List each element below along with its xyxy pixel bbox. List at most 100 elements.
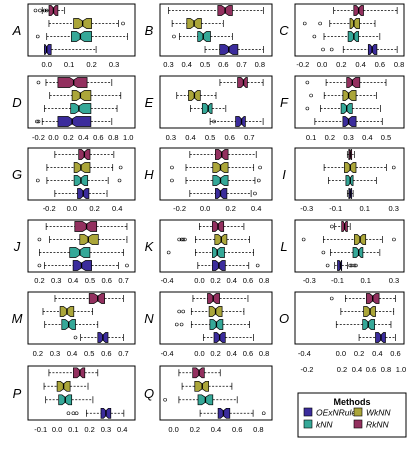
tick-label: 0.0 xyxy=(41,60,51,69)
panel-frame xyxy=(159,147,273,201)
box-wknn xyxy=(302,18,376,29)
tick-label: 0.1 xyxy=(64,60,74,69)
tick-label: -0.2 xyxy=(43,204,56,213)
box-rknn xyxy=(36,77,113,88)
panel-a: A 0.0 0.1 0.2 0.3 xyxy=(12,3,136,69)
notched-box xyxy=(74,221,98,232)
box-oexnrule xyxy=(314,116,383,127)
box-knn xyxy=(36,175,122,186)
notched-box xyxy=(197,31,211,42)
tick-label: -0.4 xyxy=(161,276,174,285)
notched-box xyxy=(212,247,225,258)
box-wknn xyxy=(49,90,122,101)
outlier-point xyxy=(74,411,79,416)
outlier-point xyxy=(172,34,176,39)
box-rknn xyxy=(54,149,115,160)
outlier-point xyxy=(42,8,47,13)
outlier-point xyxy=(309,93,313,98)
outlier-point xyxy=(391,165,396,170)
tick-label: 0.4 xyxy=(362,133,372,142)
outlier-point xyxy=(330,224,334,229)
panel-label: N xyxy=(144,311,154,326)
outlier-point xyxy=(305,80,310,85)
box-knn xyxy=(166,247,254,258)
tick-label: 0.1 xyxy=(68,425,78,434)
tick-label: 0.1 xyxy=(306,133,316,142)
box-knn xyxy=(174,319,250,330)
outlier-point xyxy=(117,178,122,183)
tick-label: 0.6 xyxy=(243,276,253,285)
box-oexnrule xyxy=(73,332,124,343)
box-rknn xyxy=(219,77,264,88)
tick-label: 0.2 xyxy=(86,60,96,69)
notched-box xyxy=(342,90,357,101)
box-knn xyxy=(170,175,261,186)
notched-box xyxy=(235,116,246,127)
outlier-point xyxy=(352,263,357,268)
box-rknn xyxy=(192,293,249,304)
outlier-point xyxy=(66,411,71,416)
tick-label: 0.0 xyxy=(200,204,210,213)
box-wknn xyxy=(46,162,123,173)
tick-label: 0.4 xyxy=(67,349,77,358)
tick-label: 0.6 xyxy=(375,60,385,69)
box-knn xyxy=(335,319,392,330)
legend-title: Methods xyxy=(334,397,371,407)
panel-label: J xyxy=(13,239,21,254)
notched-box xyxy=(73,367,86,379)
tick-label: 0.2 xyxy=(210,276,220,285)
panel-frame xyxy=(294,3,405,57)
box-rknn xyxy=(346,149,355,160)
legend-frame xyxy=(297,392,407,438)
outlier-point xyxy=(348,263,353,268)
panel-o: O -0.4 0.0 0.2 0.4 0.6 xyxy=(279,291,405,358)
box-rknn xyxy=(199,221,245,232)
tick-label: 0.3 xyxy=(389,276,399,285)
box-wknn xyxy=(301,234,396,245)
tick-label: 0.2 xyxy=(84,425,94,434)
outlier-point xyxy=(125,263,129,268)
tick-label: -0.2 xyxy=(173,204,186,213)
panel-frame xyxy=(159,365,273,421)
outlier-point xyxy=(37,237,42,242)
outlier-point xyxy=(318,21,322,26)
box-rknn xyxy=(168,5,264,16)
outlier-point xyxy=(35,34,40,39)
panel-label: Q xyxy=(144,386,154,401)
outlier-point xyxy=(73,335,78,340)
panel-frame xyxy=(159,291,273,345)
tick-label: 0.4 xyxy=(211,425,221,434)
tick-label: 0.0 xyxy=(317,60,327,69)
tick-label: 0.4 xyxy=(352,365,362,374)
tick-label: 0.7 xyxy=(118,276,128,285)
box-wknn xyxy=(340,306,395,317)
tick-label: 0.5 xyxy=(200,60,210,69)
outlier-point xyxy=(121,21,125,26)
legend-swatch-rknn xyxy=(353,419,363,429)
tick-label: 0.0 xyxy=(194,349,204,358)
tick-label: 0.5 xyxy=(84,349,94,358)
box-rknn xyxy=(329,293,396,304)
box-oexnrule xyxy=(209,116,264,127)
tick-label: 0.6 xyxy=(225,133,235,142)
box-rknn xyxy=(54,293,124,304)
notched-box xyxy=(345,175,354,186)
panel-frame xyxy=(27,147,136,201)
outlier-point xyxy=(255,263,260,268)
panel-e: E 0.3 0.4 0.5 0.6 0.7 xyxy=(145,75,273,142)
box-knn xyxy=(44,103,118,114)
panel-p: P -0.1 0.0 0.1 0.2 0.3 0.4 xyxy=(13,365,136,434)
tick-label: 0.3 xyxy=(343,133,353,142)
notched-box xyxy=(79,234,99,245)
tick-label: 0.0 xyxy=(336,349,346,358)
legend-label: OExNRule xyxy=(316,408,356,418)
tick-label: 0.3 xyxy=(166,133,176,142)
box-knn xyxy=(45,394,94,406)
outlier-point xyxy=(181,237,186,242)
tick-label: 0.4 xyxy=(372,349,382,358)
panel-g: G -0.2 0.0 0.2 0.4 xyxy=(12,147,136,213)
box-oexnrule xyxy=(325,260,358,271)
tick-label: 0.7 xyxy=(244,133,254,142)
outlier-point xyxy=(301,237,306,242)
